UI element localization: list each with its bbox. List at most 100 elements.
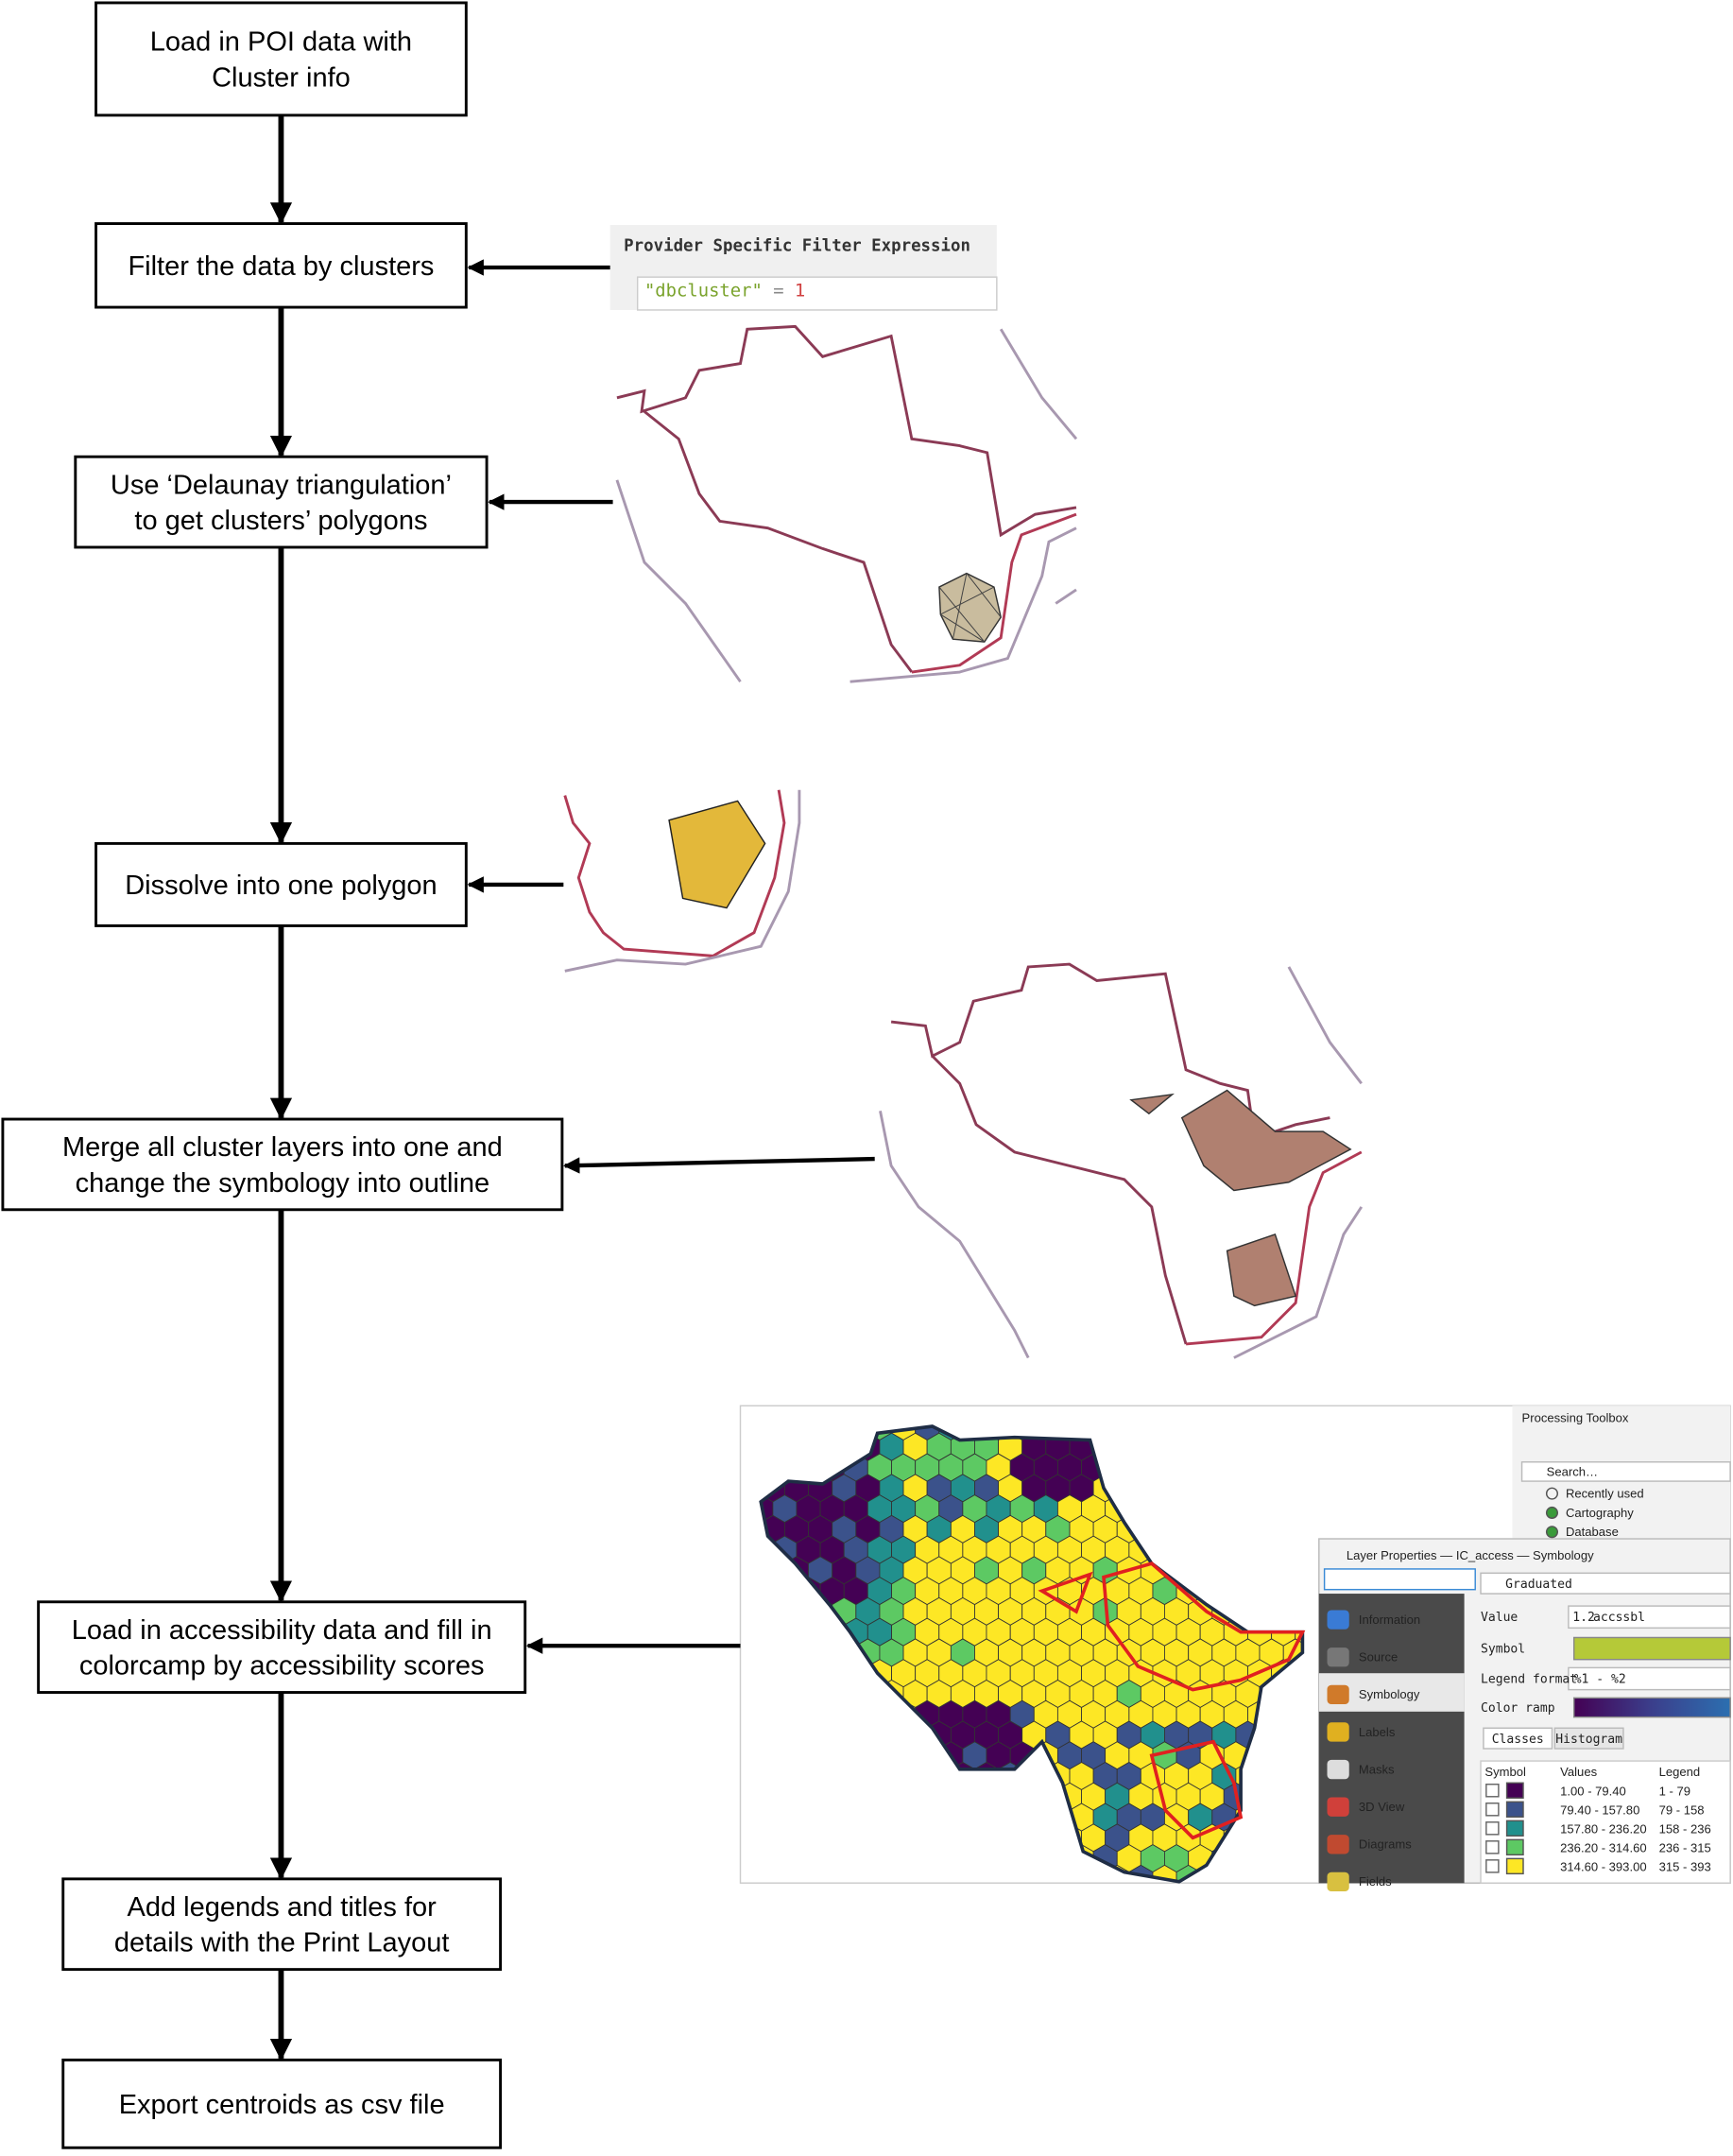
expression-operator: = <box>763 280 784 301</box>
step-box <box>74 455 489 549</box>
field-label: Symbol <box>1481 1642 1525 1656</box>
step-box <box>94 1 468 117</box>
filter-panel <box>609 225 998 311</box>
hex-cell <box>951 1886 974 1913</box>
tab <box>1553 1727 1624 1750</box>
hex-cell <box>808 1886 832 1913</box>
expression-value: 1 <box>784 280 806 301</box>
menu-icon <box>1327 1871 1349 1892</box>
renderer-select <box>1480 1572 1731 1595</box>
step-label: Use ‘Delaunay triangulation’ <box>111 470 452 500</box>
step-label: change the symbology into outline <box>76 1168 490 1199</box>
toolbox-icon <box>1545 1506 1559 1519</box>
checkbox <box>1485 1859 1500 1873</box>
toolbox-item: Cartography <box>1566 1506 1634 1520</box>
hex-cell <box>1260 1886 1283 1913</box>
step-label: Merge all cluster layers into one and <box>62 1132 503 1163</box>
menu-item: Labels <box>1359 1725 1396 1739</box>
class-values: 236.20 - 314.60 <box>1560 1840 1646 1854</box>
toolbox-title: Processing Toolbox <box>1522 1411 1629 1425</box>
filter-expression: "dbcluster" = 1 <box>644 280 805 301</box>
step-label: Add legends and titles for <box>128 1892 438 1923</box>
column-header: Values <box>1560 1765 1597 1779</box>
step-label: Export centroids as csv file <box>119 2090 445 2120</box>
step-label: details with the Print Layout <box>114 1928 450 1958</box>
hex-cell <box>880 1886 903 1913</box>
menu-icon <box>1327 1722 1349 1742</box>
hex-cell <box>1307 1886 1330 1913</box>
toolbox-search: Search… <box>1547 1464 1598 1478</box>
hex-cell <box>1022 1886 1046 1913</box>
hex-cell <box>1070 1886 1093 1913</box>
hex-cell <box>999 1886 1022 1913</box>
hex-cell <box>832 1886 856 1913</box>
class-values: 79.40 - 157.80 <box>1560 1802 1639 1817</box>
step-box <box>1 1117 564 1212</box>
field-label: Color ramp <box>1481 1701 1555 1716</box>
step-box <box>37 1600 527 1694</box>
value: accssbl <box>1593 1611 1645 1625</box>
expression-field: "dbcluster" <box>644 280 763 301</box>
menu-item: Source <box>1359 1650 1398 1664</box>
field-label: Value <box>1481 1611 1518 1625</box>
class-swatch <box>1505 1857 1524 1875</box>
tab-label: Histogram <box>1555 1733 1622 1747</box>
column-header: Legend <box>1659 1765 1701 1779</box>
checkbox <box>1485 1784 1500 1798</box>
filter-title: Provider Specific Filter Expression <box>624 237 970 256</box>
step-label: Load in accessibility data and fill in <box>72 1615 492 1646</box>
menu-item: Symbology <box>1359 1687 1420 1701</box>
hex-cell <box>1236 1886 1260 1913</box>
hex-cell <box>1046 1886 1070 1913</box>
step-label: Load in POI data with <box>150 27 412 58</box>
renderer: Graduated <box>1505 1578 1572 1592</box>
class-swatch <box>1505 1838 1524 1856</box>
column-header: Symbol <box>1484 1765 1526 1779</box>
class-swatch <box>1505 1820 1524 1837</box>
map-triangulation <box>615 324 1078 683</box>
menu-item: Masks <box>1359 1762 1395 1776</box>
dialog-title: Layer Properties — IC_access — Symbology <box>1347 1548 1594 1562</box>
field-label: Legend format <box>1481 1672 1577 1686</box>
class-legend: 79 - 158 <box>1659 1802 1705 1817</box>
hex-cell <box>1212 1886 1236 1913</box>
menu-item: Information <box>1359 1613 1420 1627</box>
checkbox <box>1485 1821 1500 1836</box>
toolbox-icon <box>1545 1487 1559 1500</box>
tab-label: Classes <box>1492 1733 1544 1747</box>
step-label: Cluster info <box>212 62 351 93</box>
class-values: 157.80 - 236.20 <box>1560 1821 1646 1836</box>
step-box <box>61 2058 503 2149</box>
map-dissolve <box>563 789 801 973</box>
menu-icon <box>1327 1759 1349 1780</box>
class-legend: 158 - 236 <box>1659 1821 1711 1836</box>
menu-icon <box>1327 1647 1349 1667</box>
menu-icon <box>1327 1797 1349 1817</box>
toolbox-item: Database <box>1566 1525 1619 1539</box>
toolbox-icon <box>1545 1526 1559 1539</box>
menu-icon <box>1327 1684 1349 1705</box>
hex-cell <box>1355 1886 1379 1913</box>
step-label: to get clusters’ polygons <box>134 506 427 536</box>
checkbox <box>1485 1802 1500 1817</box>
step-box <box>61 1877 503 1972</box>
hex-cell <box>974 1886 998 1913</box>
hex-cell <box>1117 1886 1141 1913</box>
hex-cell <box>927 1886 951 1913</box>
hex-cell <box>761 1886 784 1913</box>
menu-icon <box>1327 1835 1349 1854</box>
step-label: Filter the data by clusters <box>128 251 434 282</box>
class-values: 1.00 - 79.40 <box>1560 1784 1626 1798</box>
hex-cell <box>1283 1886 1307 1913</box>
class-legend: 1 - 79 <box>1659 1784 1690 1798</box>
step-label: colorcamp by accessibility scores <box>79 1651 485 1682</box>
menu-item: 3D View <box>1359 1800 1405 1814</box>
class-swatch <box>1505 1782 1524 1799</box>
value-icon: 1.2 <box>1572 1611 1595 1625</box>
class-values: 314.60 - 393.00 <box>1560 1859 1646 1873</box>
checkbox <box>1485 1840 1500 1854</box>
format: %1 - %2 <box>1574 1672 1626 1686</box>
menu-item: Diagrams <box>1359 1837 1412 1852</box>
hex-cell <box>1189 1886 1212 1913</box>
